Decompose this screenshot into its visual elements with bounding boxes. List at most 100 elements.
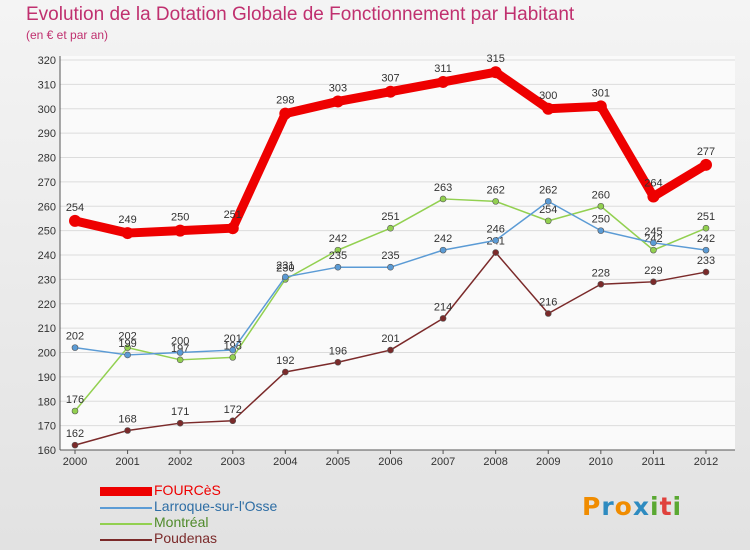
y-tick-label: 230 [38, 274, 56, 286]
data-point [176, 419, 184, 427]
data-point [492, 249, 499, 256]
data-label: 250 [592, 214, 610, 226]
data-label: 242 [697, 233, 715, 245]
data-label: 216 [539, 297, 557, 309]
data-label: 246 [486, 223, 504, 235]
data-label: 311 [434, 63, 452, 75]
data-point [650, 246, 657, 254]
data-label: 199 [118, 338, 136, 350]
data-point [226, 222, 239, 235]
data-point [334, 358, 342, 366]
plot-area [60, 56, 735, 450]
y-tick-label: 290 [38, 128, 56, 140]
x-tick-label: 2000 [63, 456, 87, 468]
y-tick-label: 160 [38, 445, 56, 457]
logo-letter: P [582, 492, 602, 521]
data-label: 202 [66, 331, 84, 343]
data-label: 242 [434, 233, 452, 245]
x-tick-label: 2007 [431, 456, 455, 468]
data-label: 202 [118, 331, 136, 343]
data-point [700, 158, 712, 171]
data-point [544, 310, 552, 317]
data-label: 228 [592, 267, 610, 279]
data-point [439, 246, 447, 254]
y-tick-label: 180 [38, 396, 56, 408]
legend-label: Montréal [154, 514, 209, 530]
data-point [229, 346, 237, 354]
data-label: 196 [329, 345, 347, 357]
data-point [334, 263, 342, 271]
data-label: 168 [118, 414, 136, 426]
data-label: 242 [329, 233, 347, 245]
y-tick-label: 240 [38, 250, 56, 262]
x-tick-label: 2012 [694, 456, 718, 468]
data-label: 245 [644, 226, 662, 238]
y-tick-label: 260 [38, 201, 56, 213]
data-label: 214 [434, 301, 452, 313]
data-label: 254 [66, 202, 84, 214]
data-point [542, 102, 555, 115]
data-point [71, 407, 79, 415]
x-tick-label: 2002 [168, 456, 192, 468]
legend-label: Poudenas [154, 530, 218, 546]
logo-letter: o [614, 492, 633, 521]
y-tick-label: 270 [38, 177, 56, 189]
legend-label: FOURCèS [154, 482, 221, 498]
y-tick-label: 190 [38, 372, 56, 384]
data-point [124, 351, 131, 359]
data-label: 251 [697, 211, 715, 223]
data-point [597, 227, 605, 234]
data-label: 200 [171, 336, 189, 348]
data-label: 162 [66, 428, 84, 440]
data-point [702, 268, 710, 276]
data-label: 264 [644, 178, 662, 190]
data-label: 235 [381, 250, 399, 262]
data-point [69, 214, 81, 227]
data-point [702, 224, 710, 232]
legend-swatch-montreal [100, 523, 152, 525]
data-point [387, 224, 394, 232]
data-label: 307 [381, 73, 399, 85]
logo-letter: t [659, 492, 673, 521]
data-label: 315 [486, 53, 504, 65]
data-label: 172 [224, 404, 242, 416]
x-tick-label: 2001 [115, 456, 139, 468]
data-point [229, 354, 237, 361]
legend-swatch-larroque [100, 507, 152, 509]
logo-letter: r [601, 492, 615, 521]
data-point [124, 344, 131, 351]
y-tick-label: 220 [38, 299, 56, 311]
y-tick-label: 210 [38, 323, 56, 335]
data-label: 235 [329, 250, 347, 262]
chart-title: Evolution de la Dotation Globale de Fonc… [26, 4, 575, 25]
data-point [282, 368, 289, 376]
logo-letter: i [672, 492, 683, 521]
data-label: 250 [171, 212, 189, 224]
x-tick-label: 2005 [326, 456, 350, 468]
legend-swatch-fources [100, 487, 152, 496]
data-label: 229 [644, 265, 662, 277]
y-tick-label: 170 [38, 421, 56, 433]
data-point [439, 315, 447, 322]
data-label: 171 [171, 406, 189, 418]
data-label: 201 [381, 333, 399, 345]
x-tick-label: 2006 [378, 456, 402, 468]
x-tick-label: 2010 [589, 456, 613, 468]
data-point [594, 100, 607, 113]
data-label: 303 [329, 82, 347, 94]
x-tick-label: 2008 [483, 456, 507, 468]
x-tick-label: 2009 [536, 456, 560, 468]
data-point [174, 224, 187, 237]
data-point [331, 95, 344, 108]
data-point [439, 195, 447, 203]
data-point [334, 246, 342, 254]
data-point [176, 356, 184, 364]
data-point [492, 198, 499, 205]
logo-letter: x [632, 492, 650, 521]
data-point [544, 198, 552, 205]
data-label: 201 [224, 333, 242, 345]
y-tick-label: 200 [38, 348, 56, 360]
data-point [597, 280, 605, 288]
data-point [71, 441, 79, 449]
